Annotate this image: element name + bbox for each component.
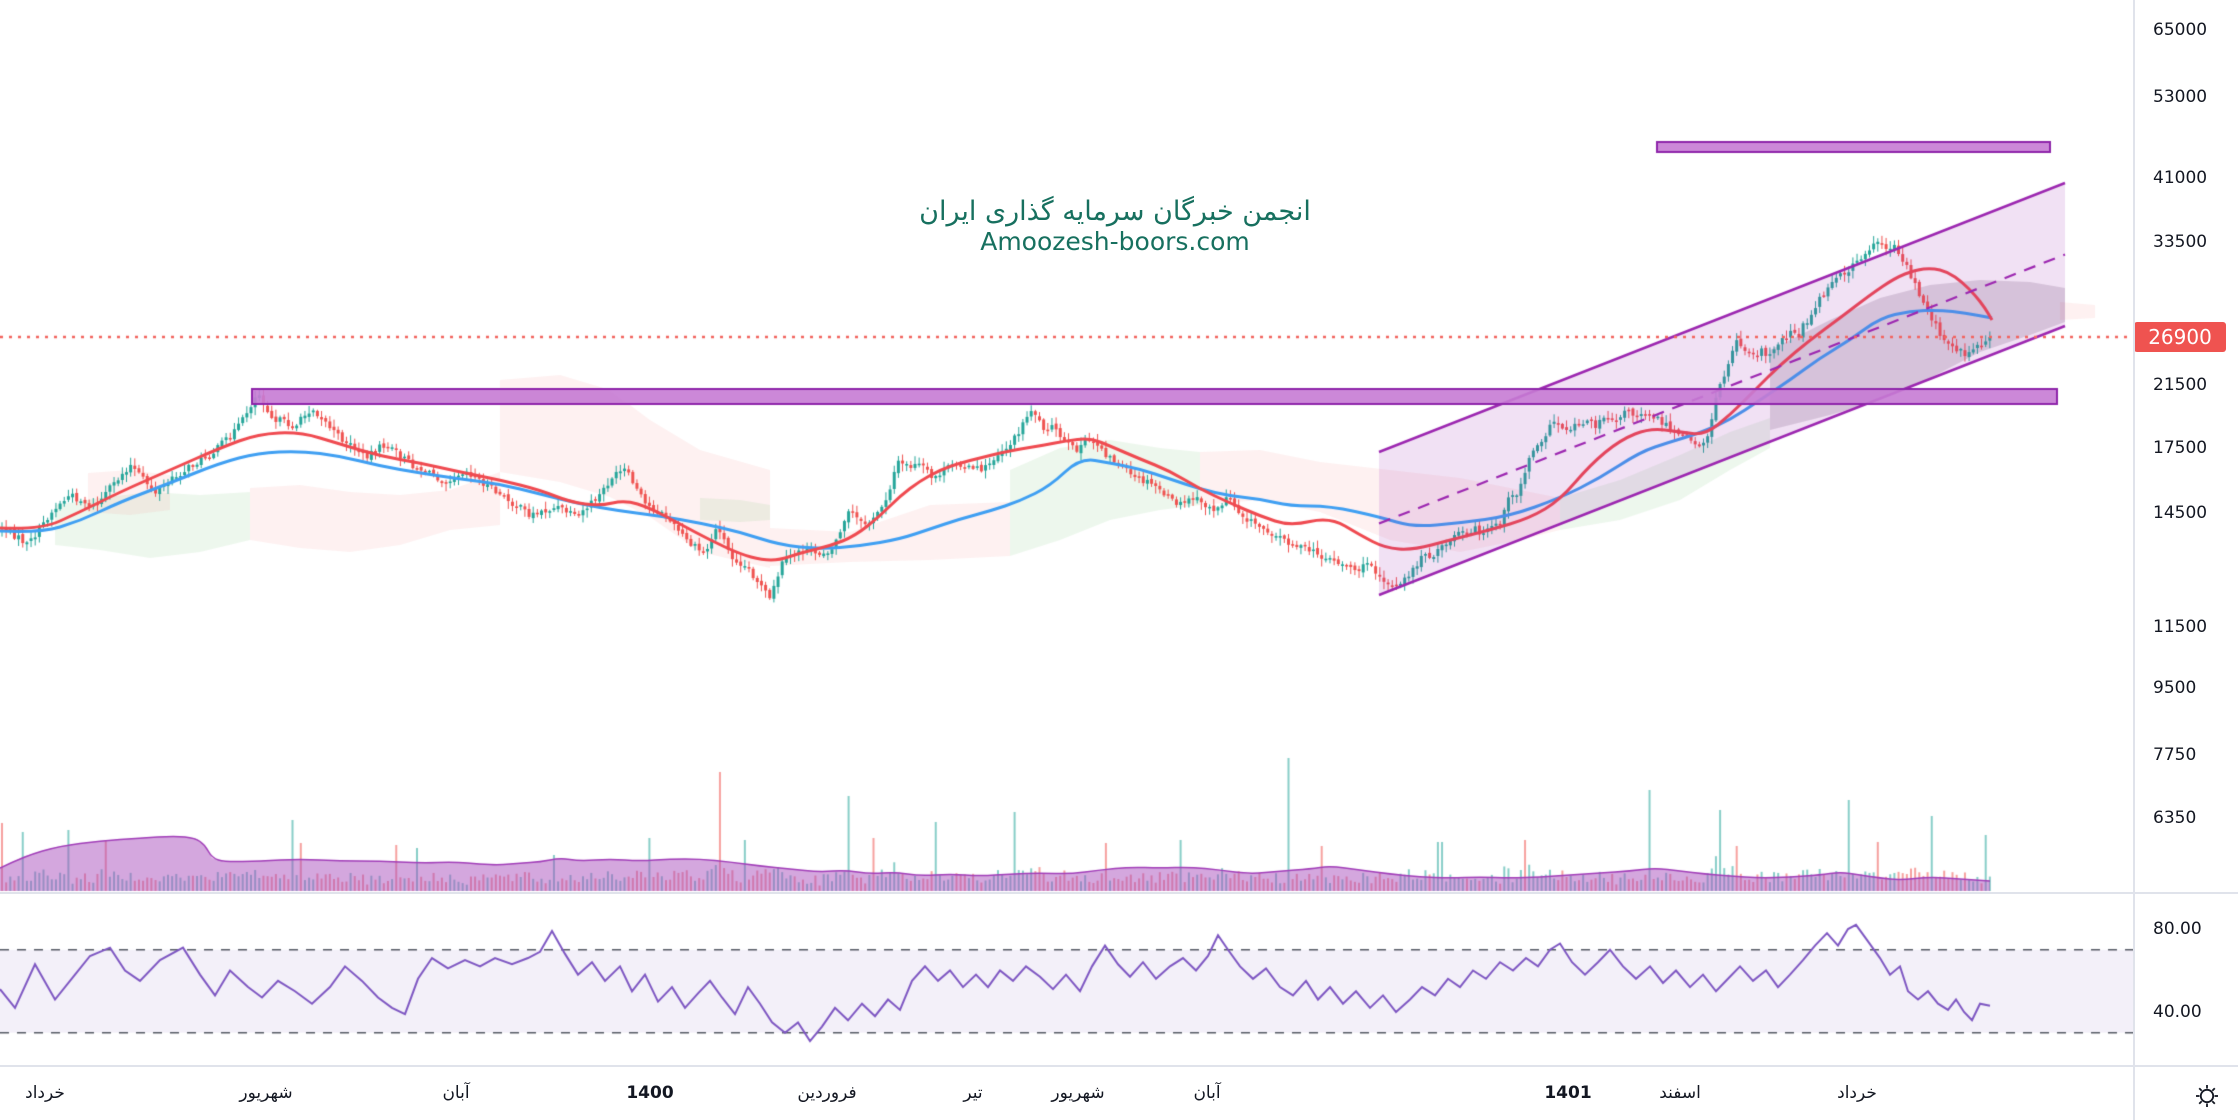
time-tick-label: شهریور <box>239 1083 293 1103</box>
time-tick-label: شهریور <box>1051 1083 1105 1103</box>
price-tick-label: 14500 <box>2153 503 2208 523</box>
rsi-tick-label: 40.00 <box>2153 1002 2202 1022</box>
price-tick-label: 33500 <box>2153 232 2208 252</box>
rsi-tick-label: 80.00 <box>2153 919 2202 939</box>
time-tick-label: آبان <box>1193 1083 1221 1103</box>
time-tick-label: تیر <box>963 1083 983 1103</box>
time-tick-label: فروردین <box>797 1083 857 1103</box>
time-tick-label: 1400 <box>626 1083 674 1103</box>
time-tick-label: آبان <box>442 1083 470 1103</box>
price-tick-label: 6350 <box>2153 808 2197 828</box>
price-tick-label: 7750 <box>2153 745 2197 765</box>
main-chart-canvas[interactable] <box>0 0 2133 1064</box>
last-price-label: 26900 <box>2134 322 2226 352</box>
price-tick-label: 11500 <box>2153 617 2208 637</box>
pane-divider-rsi-timeaxis <box>0 1065 2238 1067</box>
price-axis-border[interactable] <box>2133 0 2135 1120</box>
price-tick-label: 41000 <box>2153 168 2208 188</box>
time-tick-label: 1401 <box>1544 1083 1592 1103</box>
price-tick-label: 17500 <box>2153 438 2208 458</box>
price-tick-label: 53000 <box>2153 87 2208 107</box>
time-tick-label: خرداد <box>25 1083 65 1103</box>
price-tick-label: 65000 <box>2153 20 2208 40</box>
gear-sun-icon <box>2196 1085 2218 1107</box>
time-tick-label: خرداد <box>1837 1083 1877 1103</box>
price-tick-label: 21500 <box>2153 375 2208 395</box>
last-price-value: 26900 <box>2148 325 2212 349</box>
time-tick-label: اسفند <box>1659 1083 1701 1103</box>
pane-divider-volume-rsi[interactable] <box>0 892 2238 894</box>
price-tick-label: 9500 <box>2153 678 2197 698</box>
settings-button[interactable] <box>2193 1082 2221 1114</box>
